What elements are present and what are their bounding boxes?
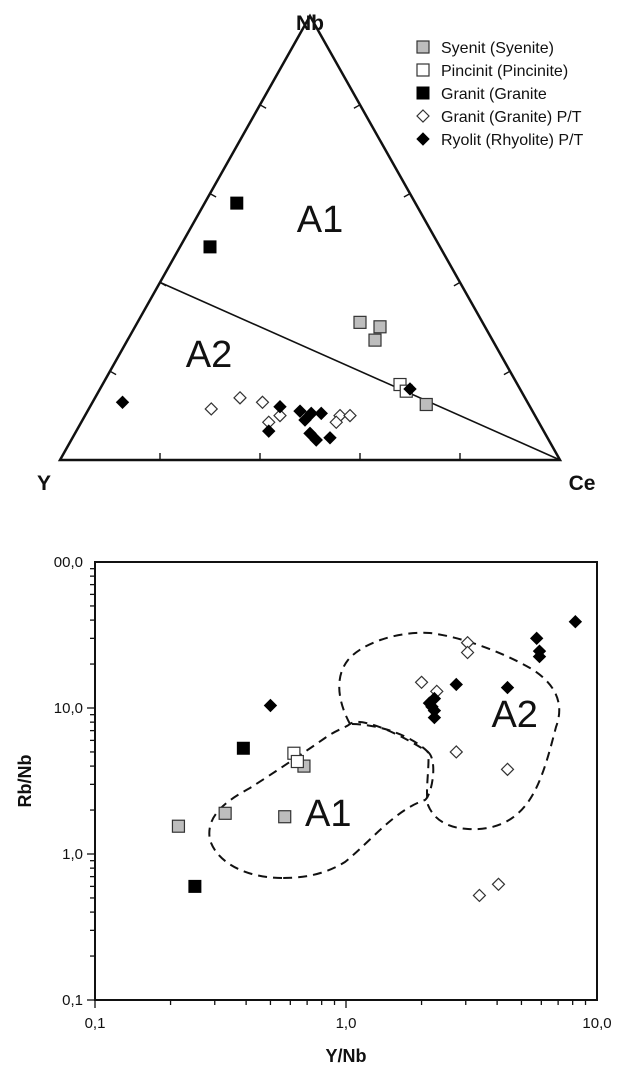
legend-item-granite-pt: Granit (Granite) P/T [416, 109, 582, 126]
ternary-point-rhyolite_pt-9 [323, 431, 337, 445]
ternary-ticks [109, 104, 511, 460]
scatter-point-syenite-0 [171, 819, 186, 833]
x-tick-label-2: 10,0 [582, 1015, 611, 1032]
scatter-point-syenite-2 [278, 810, 292, 824]
ternary-point-granite_pt-0 [204, 402, 219, 416]
ternary-tick-1-1 [109, 370, 117, 376]
ternary-point-rhyolite_pt-3 [293, 404, 307, 418]
scatter-point-rhyolite_pt-6 [449, 677, 463, 692]
ternary-field-label-a2: A2 [186, 334, 232, 376]
scatter-point-granite_pt-4 [449, 745, 464, 759]
plot-frame [94, 561, 598, 1001]
scatter-point-granite-1 [188, 879, 202, 893]
ternary-tick-2-2 [453, 281, 461, 287]
scatter-point-rhyolite_pt-5 [427, 710, 442, 725]
ternary-point-granite-0 [230, 196, 244, 210]
ternary-tick-2-1 [503, 370, 511, 376]
vertex-label-y: Y [37, 472, 51, 495]
scatter-point-granite-0 [236, 741, 250, 755]
ternary-point-rhyolite_pt-5 [304, 406, 318, 421]
axis-tick-labels: 0,1 1,0 10,0 0,1 1,0 10,0 00,0 [54, 554, 612, 1032]
scatter-point-granite_pt-7 [491, 877, 506, 892]
a2-field-boundary [338, 631, 561, 831]
legend-item-syenite: Syenit (Syenite) [416, 40, 554, 57]
scatter-point-granite_pt-1 [460, 645, 475, 660]
legend-marker-rhyolite-pt [416, 132, 430, 146]
scatter-point-granite_pt-2 [414, 675, 429, 690]
legend-item-pincinite: Pincinit (Pincinite) [416, 63, 568, 80]
scatter-field-label-a2: A2 [491, 694, 537, 736]
legend-marker-granite-pt [416, 109, 430, 123]
scatter-point-rhyolite_pt-7 [500, 680, 515, 695]
ternary-point-granite_pt-6 [329, 415, 344, 430]
legend-marker-pincinite [416, 63, 430, 77]
rb-nb-vs-y-nb-scatter: 0,1 1,0 10,0 0,1 1,0 10,0 00,0 A1 A2 Y/Nb Rb/N… [15, 554, 612, 1066]
y-tick-label-0: 0,1 [62, 992, 83, 1009]
legend-item-rhyolite-pt: Ryolit (Rhyolite) P/T [416, 132, 583, 149]
ternary-point-rhyolite_pt-8 [309, 433, 323, 447]
y-tick-label-1: 1,0 [62, 846, 83, 863]
ternary-triangle [57, 13, 563, 462]
ternary-point-syenite-0 [353, 315, 367, 329]
ternary-point-rhyolite_pt-0 [115, 395, 130, 409]
ternary-tick-1-4 [259, 104, 267, 109]
ternary-point-rhyolite_pt-6 [314, 406, 328, 421]
legend-label-syenite: Syenit (Syenite) [441, 40, 554, 57]
legend-item-granite: Granit (Granite [416, 86, 547, 103]
x-tick-label-0: 0,1 [85, 1015, 106, 1032]
ternary-point-granite-1 [203, 240, 217, 254]
y-tick-label-3: 00,0 [54, 554, 83, 571]
legend: Syenit (Syenite) Pincinit (Pincinite) Gr… [416, 40, 583, 149]
scatter-point-granite_pt-5 [500, 762, 515, 777]
x-tick-label-1: 1,0 [336, 1015, 357, 1032]
ternary-point-granite_pt-2 [255, 395, 270, 410]
a1-a2-boundary-line [159, 281, 561, 461]
ternary-point-rhyolite_pt-10 [403, 382, 417, 396]
ternary-tick-1-3 [209, 192, 217, 198]
scatter-point-syenite-1 [218, 806, 232, 820]
legend-marker-granite [416, 86, 430, 100]
legend-label-pincinite: Pincinit (Pincinite) [441, 63, 568, 80]
scatter-point-rhyolite_pt-11 [568, 614, 583, 629]
x-axis-title: Y/Nb [325, 1046, 366, 1066]
ternary-point-syenite-1 [373, 320, 387, 334]
legend-label-granite: Granit (Granite [441, 86, 547, 103]
ternary-tick-2-3 [403, 192, 411, 198]
ternary-point-granite_pt-4 [273, 408, 287, 423]
scatter-point-rhyolite_pt-0 [263, 698, 278, 713]
legend-label-granite-pt: Granit (Granite) P/T [441, 109, 582, 126]
ternary-point-rhyolite_pt-7 [303, 426, 317, 441]
axis-ticks [87, 568, 587, 1008]
ternary-tick-2-4 [353, 104, 361, 109]
ternary-point-rhyolite_pt-1 [273, 400, 287, 414]
scatter-field-label-a1: A1 [305, 793, 351, 835]
scatter-point-granite_pt-6 [472, 888, 487, 903]
vertex-label-ce: Ce [569, 472, 596, 495]
ternary-field-label-a1: A1 [297, 199, 343, 241]
ternary-point-rhyolite_pt-2 [262, 424, 276, 438]
ternary-point-syenite-2 [368, 333, 382, 347]
y-tick-label-2: 10,0 [54, 700, 83, 717]
ternary-point-granite_pt-7 [343, 408, 357, 423]
vertex-label-nb: Nb [296, 12, 324, 35]
scatter-points [171, 614, 583, 903]
scatter-point-rhyolite_pt-8 [529, 631, 544, 646]
ternary-points [115, 196, 433, 447]
scatter-point-pincinite-1 [290, 754, 304, 769]
y-axis-title: Rb/Nb [15, 755, 35, 808]
ternary-point-granite_pt-1 [233, 390, 247, 405]
scatter-point-rhyolite_pt-10 [532, 649, 547, 664]
ternary-point-syenite-3 [419, 397, 433, 412]
ternary-diagram: Nb Y Ce A1 A2 [37, 12, 595, 495]
ternary-point-rhyolite_pt-4 [298, 413, 312, 427]
legend-marker-syenite [416, 40, 430, 54]
legend-label-rhyolite-pt: Ryolit (Rhyolite) P/T [441, 132, 583, 149]
